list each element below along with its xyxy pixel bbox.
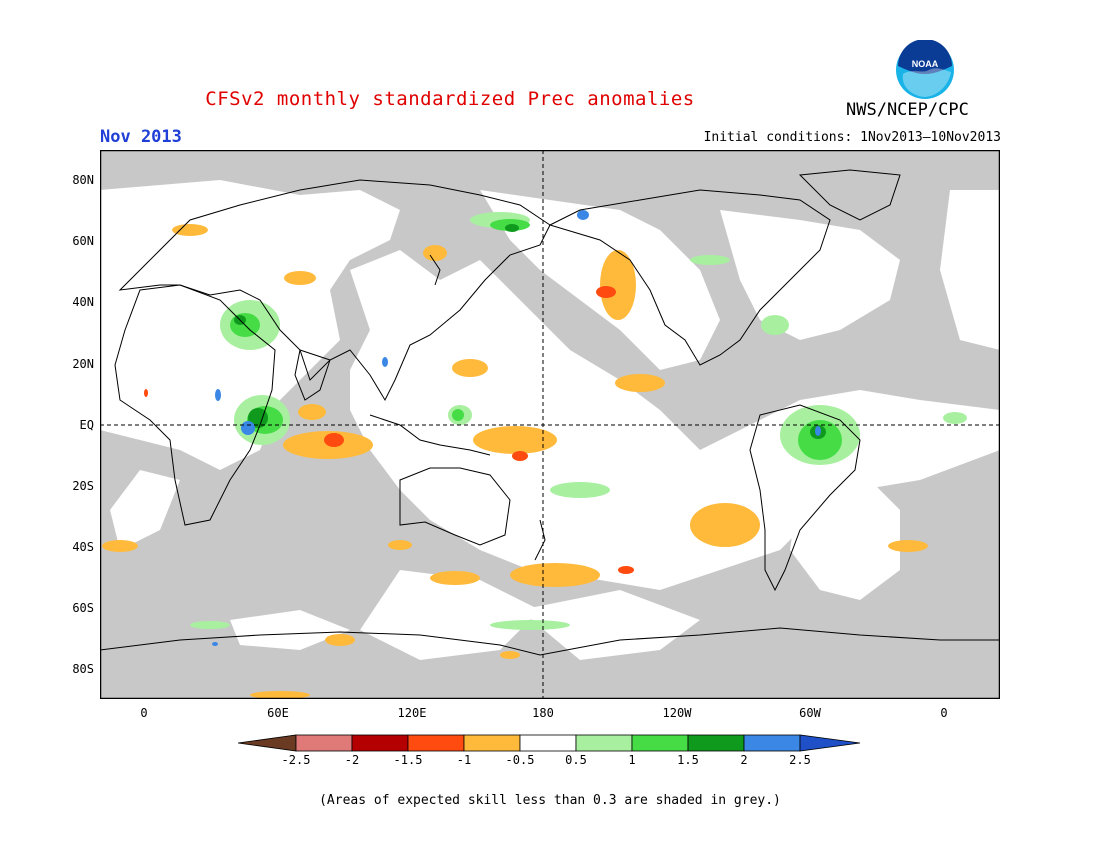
lon-label: 0 [940, 706, 948, 720]
colorbar-bin [295, 734, 353, 752]
lat-label: EQ [79, 418, 94, 432]
wet-anomalies-strong [234, 224, 826, 439]
lat-label: 60N [72, 234, 94, 248]
anomaly-map [100, 150, 1000, 699]
colorbar-label: 0.5 [565, 753, 587, 767]
colorbar-bin [575, 734, 633, 752]
lon-label: 60E [267, 706, 289, 720]
lat-label: 40N [72, 295, 94, 309]
colorbar-bin [351, 734, 409, 752]
colorbar-label: -2.5 [281, 753, 311, 767]
colorbar [238, 734, 861, 752]
lat-label: 20S [72, 479, 94, 493]
colorbar-lower-arrow [238, 734, 297, 752]
colorbar-bin [463, 734, 521, 752]
lat-label: 60S [72, 601, 94, 615]
lat-label: 20N [72, 357, 94, 371]
colorbar-label: -1.5 [393, 753, 423, 767]
colorbar-label: 2 [740, 753, 748, 767]
dry-anomalies [102, 224, 928, 699]
lon-label: 180 [532, 706, 554, 720]
colorbar-label: 1 [628, 753, 636, 767]
colorbar-label: 2.5 [789, 753, 811, 767]
lon-label: 0 [140, 706, 148, 720]
lon-label: 60W [799, 706, 821, 720]
initial-conditions: Initial conditions: 1Nov2013–10Nov2013 [703, 130, 1001, 145]
lat-label: 40S [72, 540, 94, 554]
colorbar-label: 1.5 [677, 753, 699, 767]
forecast-month: Nov 2013 [100, 127, 182, 147]
colorbar-bin [687, 734, 745, 752]
colorbar-label: -2 [344, 753, 360, 767]
noaa-logo: NOAA [896, 40, 954, 99]
colorbar-bin [743, 734, 801, 752]
colorbar-label: -1 [456, 753, 472, 767]
coastlines [100, 169, 1000, 656]
lat-label: 80N [72, 173, 94, 187]
map-frame [100, 150, 1000, 699]
lat-label: 80S [72, 662, 94, 676]
colorbar-bin [519, 734, 577, 752]
skill-note: (Areas of expected skill less than 0.3 a… [319, 793, 781, 808]
colorbar-label: -0.5 [505, 753, 535, 767]
colorbar-bin [631, 734, 689, 752]
map-title: CFSv2 monthly standardized Prec anomalie… [205, 88, 695, 110]
logo-text: NOAA [912, 59, 939, 69]
colorbar-upper-arrow [799, 734, 861, 752]
strong-dry-anomalies [144, 286, 634, 574]
wet-anomalies-extreme [212, 210, 821, 646]
colorbar-bin [407, 734, 465, 752]
lon-label: 120W [662, 706, 692, 720]
agency-label: NWS/NCEP/CPC [846, 100, 969, 120]
lon-label: 120E [397, 706, 427, 720]
